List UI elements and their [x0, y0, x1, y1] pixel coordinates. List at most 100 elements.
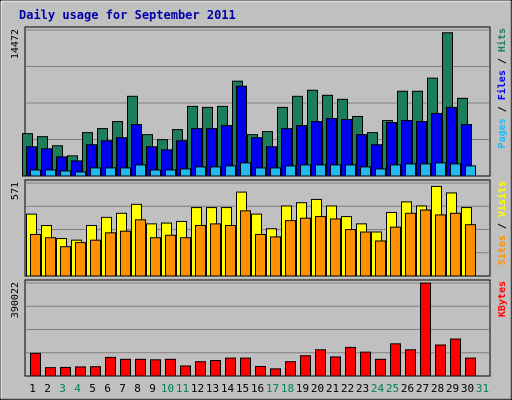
- bar-kbytes-24: [375, 358, 386, 377]
- x-tick-label: 8: [134, 382, 141, 395]
- bar-kbytes-17: [270, 368, 281, 377]
- legend-item-hits: Hits: [496, 28, 508, 52]
- bar-kbytes-30: [465, 357, 476, 377]
- x-tick-label: 19: [296, 382, 309, 395]
- series-files: [26, 85, 472, 177]
- bar-kbytes-8: [135, 358, 146, 377]
- x-tick-label: 30: [461, 382, 474, 395]
- bar-pages-18: [285, 165, 296, 177]
- x-tick-label: 23: [356, 382, 369, 395]
- bar-kbytes-19: [300, 355, 311, 377]
- bar-kbytes-29: [450, 338, 461, 377]
- x-tick-label: 14: [221, 382, 235, 395]
- panel-2: 571 Sites / Visits: [10, 179, 508, 277]
- x-tick-label: 6: [104, 382, 111, 395]
- bar-sites-26: [405, 212, 416, 277]
- legend-item-files: Files: [496, 70, 508, 100]
- x-tick-label: 28: [431, 382, 444, 395]
- x-axis-labels: 1 2 3 4 5 6 7 8 9 10 11 12 13 14 15 16 17 18 19 20 21 22 23 24 2…: [29, 382, 489, 395]
- bar-pages-14: [225, 165, 236, 177]
- bar-sites-28: [435, 214, 446, 277]
- legend: Pages / Files / Hits: [496, 28, 508, 148]
- axis-max-label: 14472: [10, 29, 21, 59]
- bar-kbytes-18: [285, 361, 296, 377]
- bar-sites-13: [210, 223, 221, 277]
- x-tick-label: 4: [74, 382, 81, 395]
- x-tick-label: 2: [44, 382, 51, 395]
- x-tick-label: 22: [341, 382, 354, 395]
- bar-kbytes-26: [405, 349, 416, 377]
- bar-sites-19: [300, 217, 311, 277]
- bar-sites-22: [345, 229, 356, 277]
- bar-sites-25: [390, 226, 401, 277]
- bar-sites-29: [450, 212, 461, 277]
- bar-kbytes-13: [210, 360, 221, 377]
- bar-pages-29: [450, 163, 461, 177]
- bar-pages-15: [240, 162, 251, 177]
- bar-pages-23: [360, 166, 371, 177]
- series-kbytes: [30, 282, 476, 377]
- x-tick-label: 1: [29, 382, 36, 395]
- bar-pages-19: [300, 164, 311, 177]
- bar-kbytes-23: [360, 351, 371, 377]
- x-tick-label: 29: [446, 382, 459, 395]
- bar-kbytes-12: [195, 361, 206, 377]
- bar-sites-10: [165, 234, 176, 277]
- x-tick-label: 5: [89, 382, 96, 395]
- bar-pages-2: [45, 169, 56, 177]
- chart-panels: 14472 Pages / Files / Hits 571 Sites / Visi…: [10, 26, 508, 377]
- bar-pages-3: [60, 170, 71, 177]
- bar-pages-27: [420, 163, 431, 177]
- legend-item-sites: Sites: [496, 235, 508, 265]
- bar-pages-25: [390, 164, 401, 177]
- bar-pages-17: [270, 167, 281, 177]
- bar-pages-16: [255, 167, 266, 177]
- axis-max-label: 390022: [10, 282, 21, 318]
- x-tick-label: 20: [311, 382, 324, 395]
- bar-sites-11: [180, 237, 191, 277]
- legend-separator: /: [497, 52, 508, 70]
- x-tick-label: 15: [236, 382, 249, 395]
- bar-sites-15: [240, 210, 251, 277]
- bar-pages-6: [105, 167, 116, 177]
- bar-kbytes-3: [60, 366, 71, 377]
- bar-pages-11: [180, 168, 191, 177]
- x-tick-label: 11: [176, 382, 189, 395]
- x-tick-label: 24: [371, 382, 385, 395]
- bar-pages-10: [165, 169, 176, 177]
- x-tick-label: 13: [206, 382, 219, 395]
- bar-pages-4: [75, 171, 86, 177]
- bar-kbytes-7: [120, 358, 131, 377]
- bar-pages-28: [435, 162, 446, 177]
- x-tick-label: 3: [59, 382, 66, 395]
- x-tick-label: 10: [161, 382, 174, 395]
- legend-item-visits: Visits: [496, 181, 508, 217]
- bar-pages-5: [90, 167, 101, 177]
- bar-kbytes-28: [435, 344, 446, 377]
- legend-separator: /: [497, 217, 508, 235]
- bar-pages-12: [195, 166, 206, 177]
- bar-sites-30: [465, 224, 476, 277]
- bar-pages-13: [210, 166, 221, 177]
- bar-sites-12: [195, 225, 206, 277]
- bar-sites-4: [75, 242, 86, 277]
- bar-sites-8: [135, 219, 146, 277]
- series-pages: [30, 162, 476, 177]
- legend: KBytes: [497, 281, 508, 317]
- bar-pages-8: [135, 164, 146, 177]
- bar-pages-9: [150, 169, 161, 177]
- series-sites: [30, 209, 476, 277]
- bar-sites-21: [330, 218, 341, 277]
- bar-sites-20: [315, 216, 326, 277]
- bar-sites-7: [120, 230, 131, 277]
- panel-1: 14472 Pages / Files / Hits: [10, 26, 508, 177]
- bar-sites-24: [375, 240, 386, 277]
- x-tick-label: 16: [251, 382, 264, 395]
- bar-pages-30: [465, 165, 476, 177]
- bar-kbytes-11: [180, 365, 191, 377]
- x-tick-label: 7: [119, 382, 126, 395]
- bar-sites-23: [360, 231, 371, 277]
- x-tick-label: 26: [401, 382, 414, 395]
- bar-pages-7: [120, 167, 131, 177]
